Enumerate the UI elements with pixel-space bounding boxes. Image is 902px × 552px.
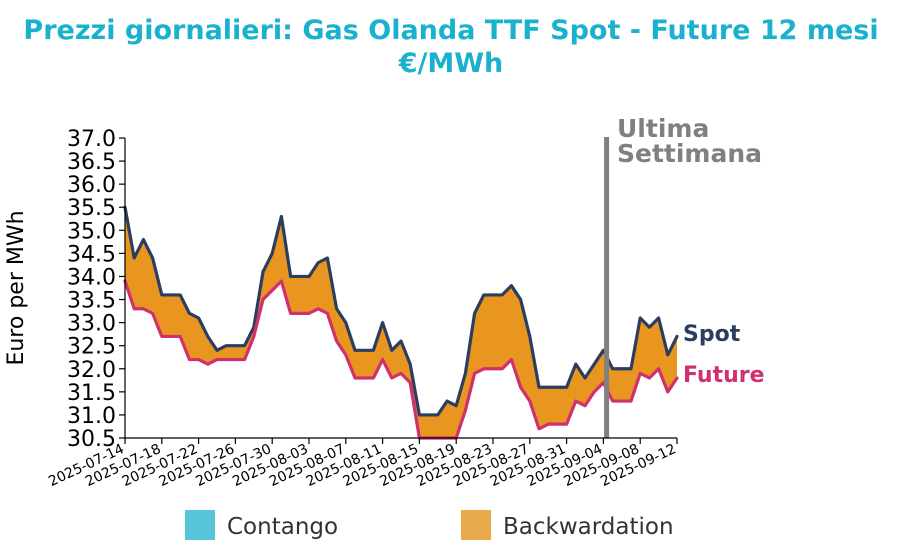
y-tick-label: 34.0 bbox=[67, 265, 116, 290]
y-tick-label: 36.0 bbox=[67, 173, 116, 198]
chart-title-line-2: €/MWh bbox=[398, 48, 504, 79]
y-tick-label: 32.0 bbox=[67, 358, 116, 383]
y-tick-label: 33.5 bbox=[67, 289, 116, 314]
legend-swatch-contango bbox=[185, 510, 215, 540]
y-tick-label: 31.5 bbox=[67, 381, 116, 406]
legend: Contango Backwardation bbox=[185, 510, 674, 540]
annotation-label-line-2: Settimana bbox=[617, 139, 762, 168]
y-tick-label: 35.0 bbox=[67, 219, 116, 244]
series-line-layer bbox=[123, 205, 679, 440]
series-label-future: Future bbox=[683, 363, 765, 388]
y-tick-label: 31.0 bbox=[67, 404, 116, 429]
y-axis-label: Euro per MWh bbox=[4, 210, 29, 365]
legend-label-backwardation: Backwardation bbox=[503, 514, 674, 540]
spread-fill-layer bbox=[125, 207, 677, 438]
y-tick-label: 36.5 bbox=[67, 150, 116, 175]
y-tick-label: 32.5 bbox=[67, 335, 116, 360]
y-tick-label: 35.5 bbox=[67, 196, 116, 221]
y-tick-label: 34.5 bbox=[67, 242, 116, 267]
series-label-spot: Spot bbox=[683, 322, 741, 347]
backwardation-area bbox=[125, 207, 677, 438]
series-line-future bbox=[123, 279, 679, 440]
chart-title: Prezzi giornalieri: Gas Olanda TTF Spot … bbox=[0, 14, 902, 80]
chart-title-line-1: Prezzi giornalieri: Gas Olanda TTF Spot … bbox=[23, 15, 879, 46]
y-tick-label: 30.5 bbox=[67, 427, 116, 452]
legend-swatch-backwardation bbox=[461, 510, 491, 540]
legend-label-contango: Contango bbox=[227, 514, 338, 540]
annotation-label-line-1: Ultima bbox=[617, 114, 709, 143]
y-tick-label: 33.0 bbox=[67, 312, 116, 337]
series-line-spot bbox=[123, 205, 679, 417]
y-tick-label: 37.0 bbox=[67, 127, 116, 152]
